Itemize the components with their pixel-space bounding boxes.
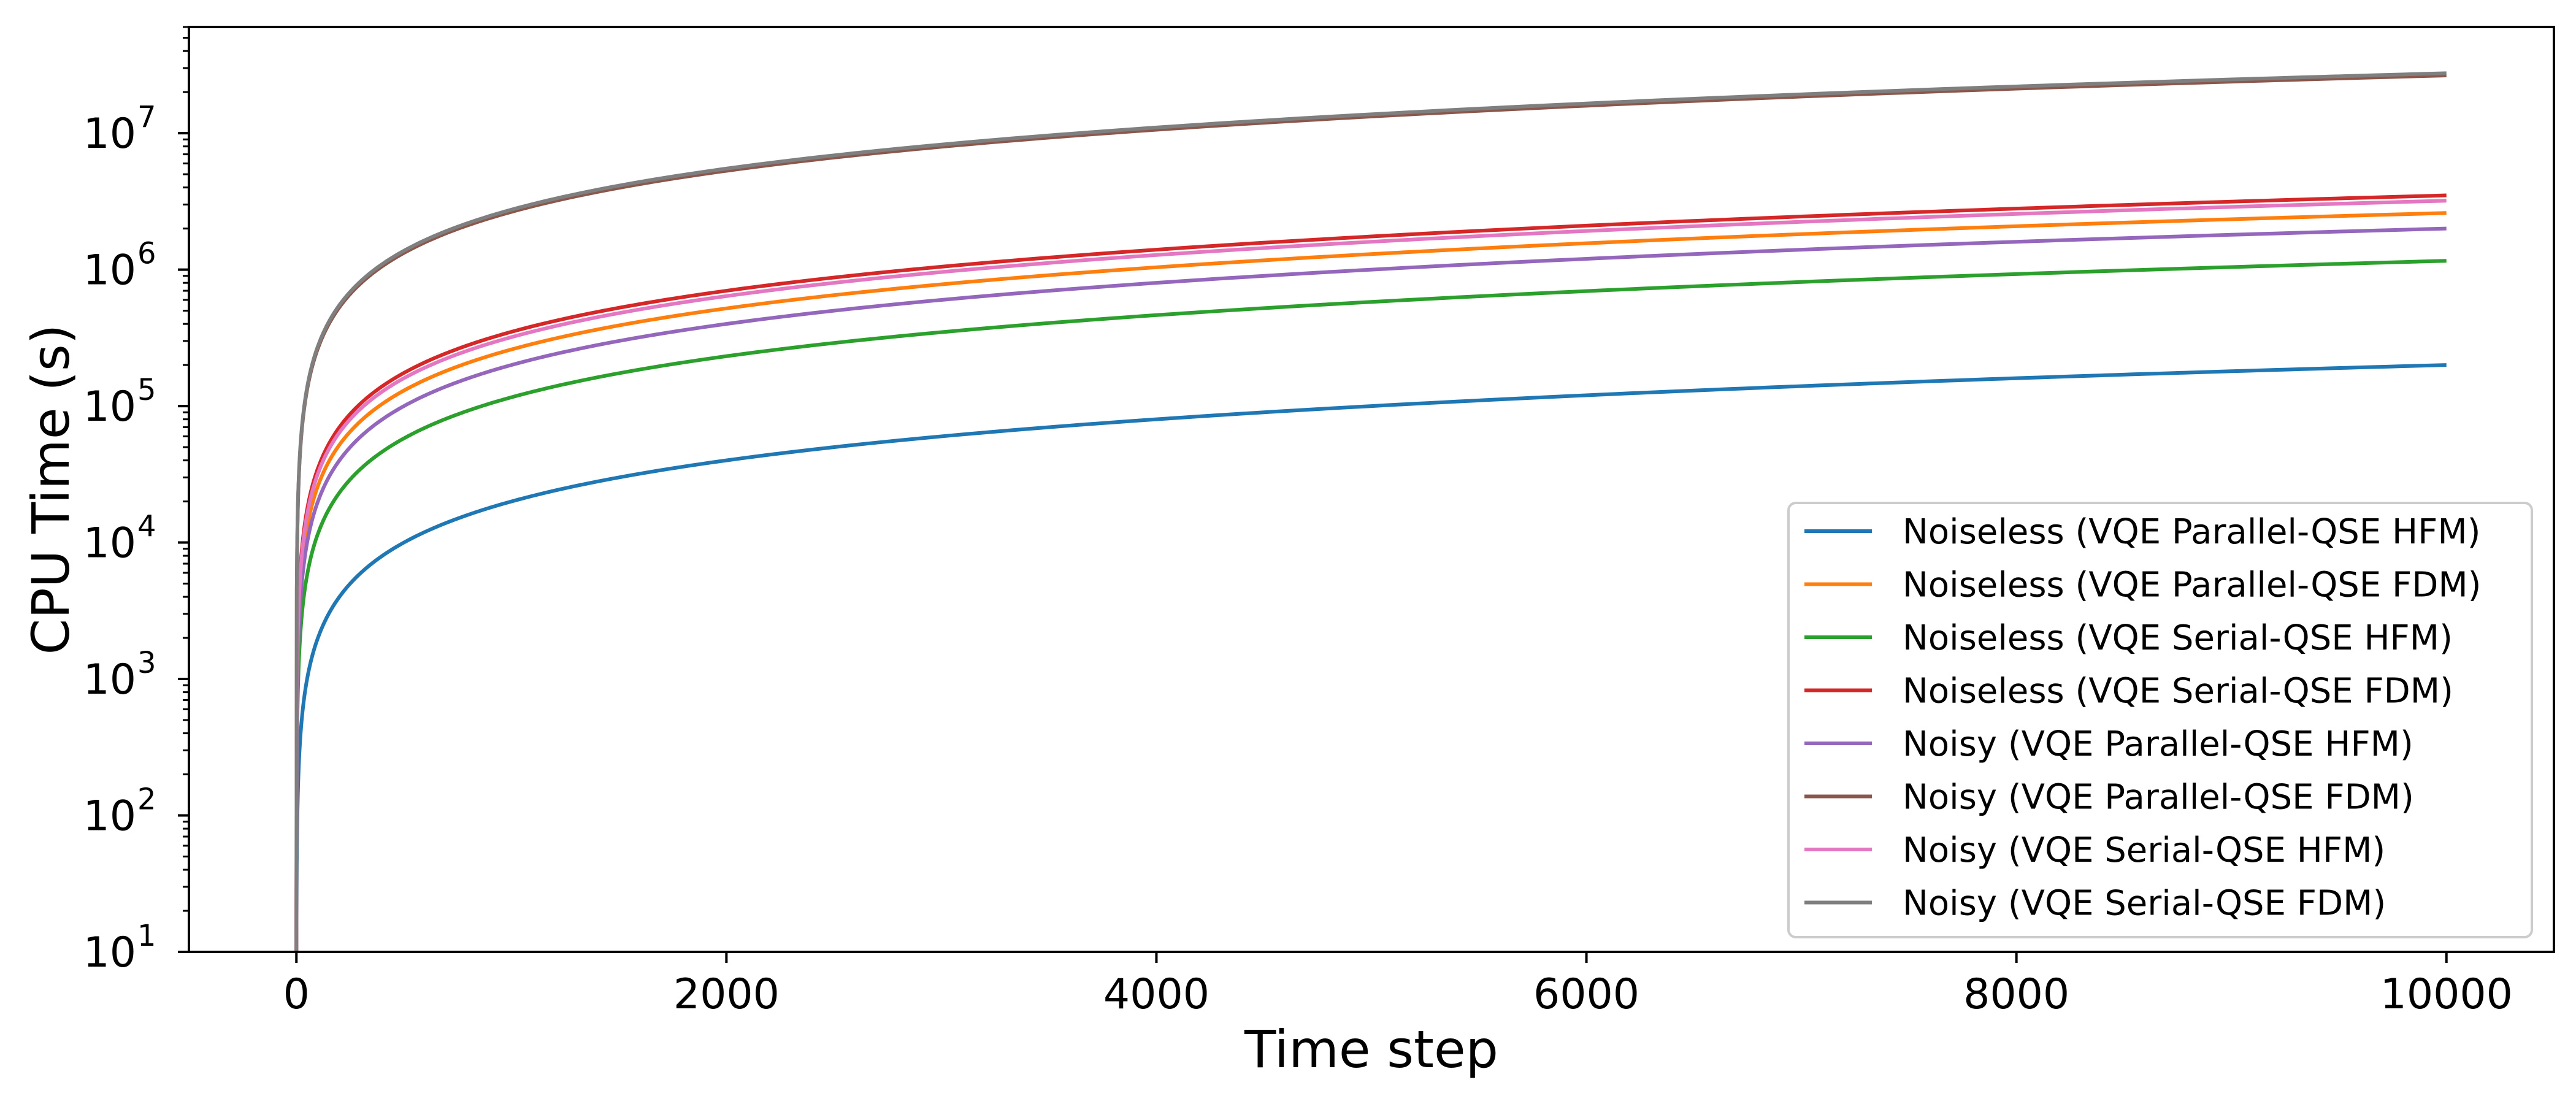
y-tick-exponent: 4 xyxy=(137,510,156,544)
series-line-7 xyxy=(294,199,2447,953)
y-tick-exponent: 3 xyxy=(137,646,156,680)
legend: Noiseless (VQE Parallel-QSE HFM) Noiseles… xyxy=(1787,502,2533,938)
x-tick-label: 4000 xyxy=(1103,970,1209,1019)
legend-entry: Noisy (VQE Parallel-QSE FDM) xyxy=(1903,778,2414,818)
y-tick-label: 10 xyxy=(83,929,136,977)
series-line-2 xyxy=(294,211,2447,953)
y-tick-label: 10 xyxy=(83,110,136,158)
y-tick-exponent: 6 xyxy=(137,237,156,271)
series-line-5 xyxy=(294,226,2447,953)
legend-entry: Noisy (VQE Parallel-QSE HFM) xyxy=(1903,724,2413,764)
series-line-3 xyxy=(294,259,2447,953)
y-tick-label: 10 xyxy=(83,247,136,295)
x-tick-label: 6000 xyxy=(1533,970,1639,1019)
y-tick-label: 10 xyxy=(83,656,136,704)
y-tick-label: 10 xyxy=(83,383,136,431)
x-tick-label: 8000 xyxy=(1963,970,2069,1019)
x-axis-label: Time step xyxy=(1244,1019,1498,1079)
legend-entry: Noisy (VQE Serial-QSE FDM) xyxy=(1903,884,2386,924)
x-tick-label: 0 xyxy=(283,970,310,1019)
plot-lines xyxy=(294,71,2447,953)
y-axis-label: CPU Time (s) xyxy=(21,324,81,654)
x-tick-label: 10000 xyxy=(2380,970,2513,1019)
y-tick-exponent: 7 xyxy=(137,100,156,134)
legend-box xyxy=(1787,502,2533,938)
legend-entry: Noiseless (VQE Serial-QSE HFM) xyxy=(1903,618,2453,658)
legend-entry: Noiseless (VQE Serial-QSE FDM) xyxy=(1903,672,2453,711)
y-tick-label: 10 xyxy=(83,792,136,841)
y-tick-exponent: 5 xyxy=(137,373,156,407)
series-line-1 xyxy=(294,363,2447,953)
series-line-8 xyxy=(294,71,2447,953)
legend-entry: Noiseless (VQE Parallel-QSE HFM) xyxy=(1903,512,2481,552)
x-tick-label: 2000 xyxy=(673,970,780,1019)
legend-entry: Noiseless (VQE Parallel-QSE FDM) xyxy=(1903,565,2482,605)
y-tick-exponent: 2 xyxy=(137,783,156,817)
legend-entry: Noisy (VQE Serial-QSE HFM) xyxy=(1903,830,2385,870)
plot-frame xyxy=(188,26,2555,953)
x-axis: 0 2000 4000 6000 8000 10000 xyxy=(283,952,2513,1019)
y-tick-label: 10 xyxy=(83,519,136,568)
y-tick-exponent: 1 xyxy=(137,919,156,953)
